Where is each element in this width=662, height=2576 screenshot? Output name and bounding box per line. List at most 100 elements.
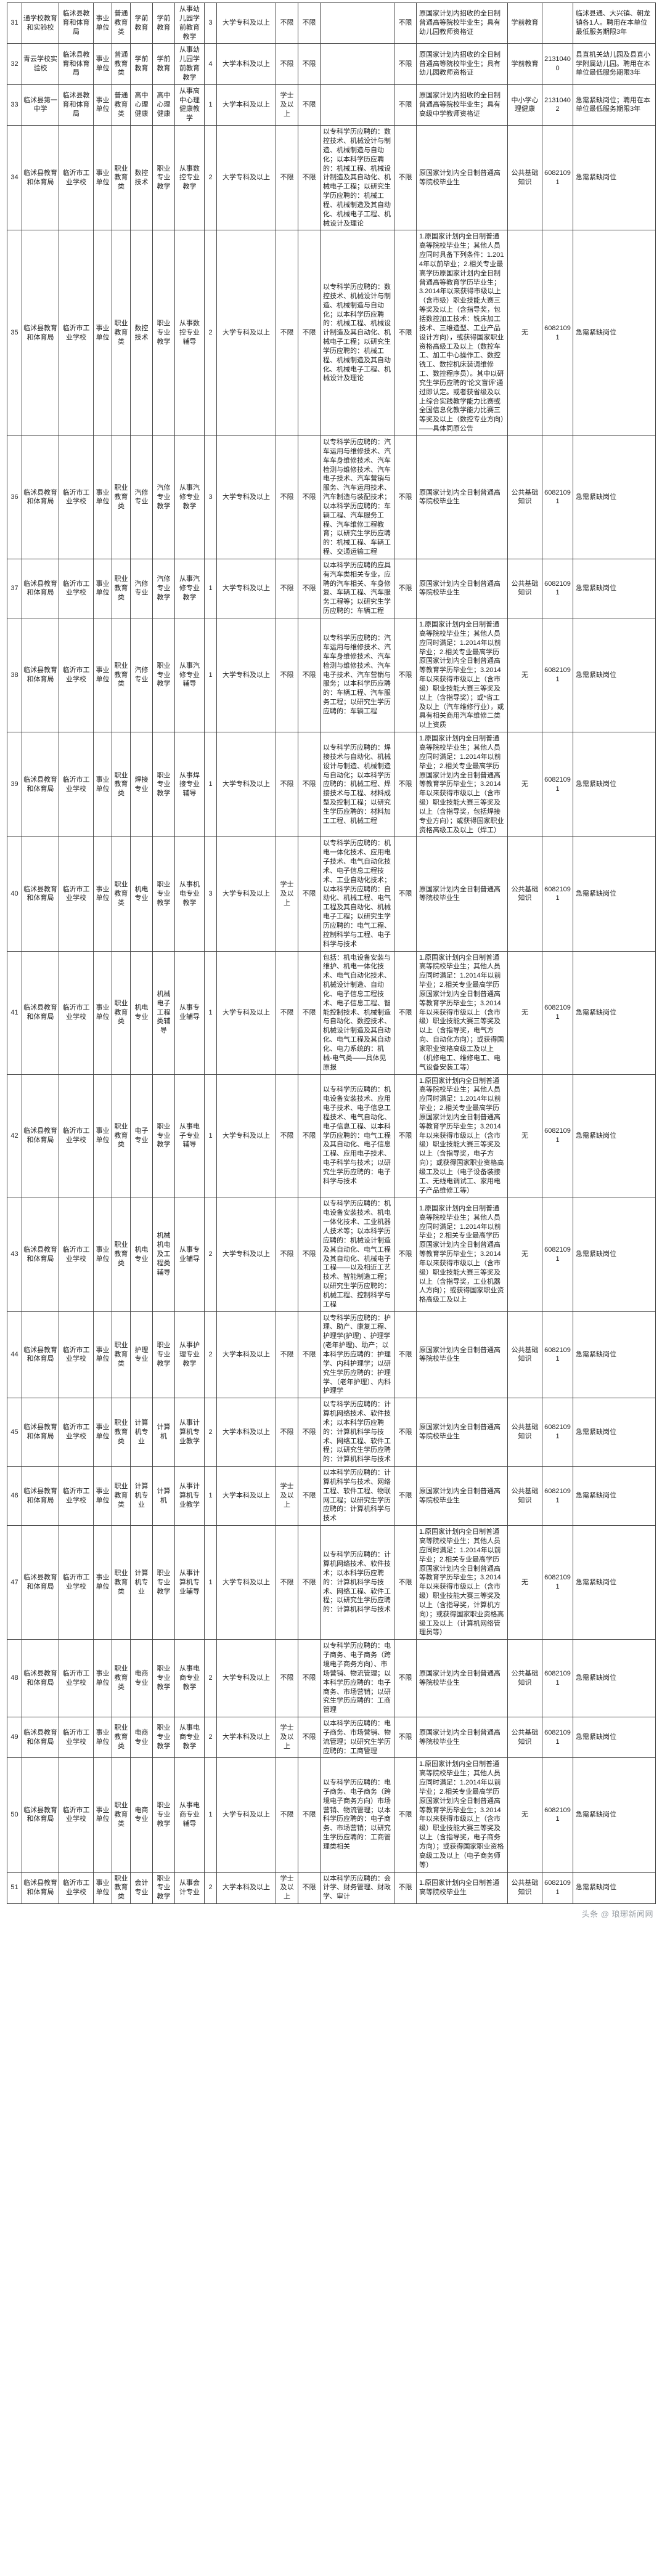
table-row: 46临沭县教育和体育局临沂市工业学校事业单位职业教育类计算机专业计算机从事计算机… (7, 1467, 656, 1526)
table-cell: 35 (7, 230, 22, 436)
table-cell: 2 (205, 126, 217, 230)
table-cell: 不限 (298, 230, 321, 436)
table-cell: 不限 (276, 1398, 298, 1467)
table-row: 40临沭县教育和体育局临沂市工业学校事业单位职业教育类机电专业职业专业教学从事机… (7, 837, 656, 951)
table-cell: 职业专业教学 (153, 1640, 175, 1717)
table-cell: 从事电商专业辅导 (175, 1758, 205, 1872)
table-cell: 21310402 (542, 84, 573, 125)
table-cell: 电子专业 (131, 1074, 153, 1197)
table-cell: 事业单位 (94, 1467, 112, 1526)
table-cell: 以本科学历应聘的：会计学、财务管理、财政学、审计 (321, 1872, 394, 1904)
table-cell: 不限 (276, 559, 298, 618)
table-cell: 不限 (298, 1872, 321, 1904)
table-cell: 电商专业 (131, 1758, 153, 1872)
table-cell: 普通教育类 (112, 3, 131, 44)
table-cell: 学士及以上 (276, 1717, 298, 1758)
table-cell: 急需紧缺岗位 (573, 837, 656, 951)
table-row: 38临沭县教育和体育局临沂市工业学校事业单位职业教育类汽修专业职业专业教学从事汽… (7, 618, 656, 732)
table-cell: 临沂市工业学校 (59, 732, 94, 837)
table-cell: 不限 (298, 1640, 321, 1717)
table-cell: 不限 (394, 559, 417, 618)
table-cell: 职业专业教学 (153, 1526, 175, 1640)
table-cell: 不限 (394, 1872, 417, 1904)
table-cell: 临沂市工业学校 (59, 1311, 94, 1398)
table-cell: 60821091 (542, 1467, 573, 1526)
table-cell: 公共基础知识 (508, 435, 542, 559)
table-cell (321, 44, 394, 84)
table-cell: 从事幼儿园学前教育教学 (175, 44, 205, 84)
table-cell: 学士及以上 (276, 84, 298, 125)
table-cell: 原国家计划内全日制普通高等院校毕业生 (417, 1640, 508, 1717)
table-cell: 不限 (298, 618, 321, 732)
table-cell: 不限 (276, 44, 298, 84)
table-cell: 2 (205, 1311, 217, 1398)
table-cell (542, 3, 573, 44)
table-cell: 大学专科及以上 (217, 1526, 276, 1640)
table-cell: 原国家计划内全日制普通高等院校毕业生 (417, 559, 508, 618)
table-cell: 41 (7, 951, 22, 1074)
table-cell: 大学专科及以上 (217, 435, 276, 559)
table-cell: 学前教育 (153, 44, 175, 84)
table-cell: 1 (205, 1758, 217, 1872)
table-cell: 从事专业辅导 (175, 951, 205, 1074)
table-cell: 急需紧缺岗位；聘用在本单位最低服务期限3年 (573, 84, 656, 125)
table-cell: 不限 (298, 1197, 321, 1311)
table-cell: 不限 (298, 126, 321, 230)
table-cell: 职业专业教学 (153, 1758, 175, 1872)
table-cell: 以本科学历应聘的：电子商务、市场营销、物流管理；以研究生学历应聘的：工商管理 (321, 1717, 394, 1758)
table-cell: 大学本科及以上 (217, 1311, 276, 1398)
table-cell: 不限 (276, 951, 298, 1074)
table-cell: 不限 (394, 732, 417, 837)
table-cell: 公共基础知识 (508, 1872, 542, 1904)
table-cell: 原国家计划内全日制普通高等院校毕业生 (417, 435, 508, 559)
table-cell: 焊接专业 (131, 732, 153, 837)
table-cell: 事业单位 (94, 1758, 112, 1872)
table-cell: 大学本科及以上 (217, 1398, 276, 1467)
table-cell: 不限 (394, 230, 417, 436)
table-cell: 从事幼儿园学前教育教学 (175, 3, 205, 44)
table-cell: 43 (7, 1197, 22, 1311)
table-cell: 不限 (298, 44, 321, 84)
table-cell: 大学专科及以上 (217, 1640, 276, 1717)
table-cell: 机械电子工程类辅导 (153, 951, 175, 1074)
table-cell: 学士及以上 (276, 1467, 298, 1526)
table-cell: 事业单位 (94, 837, 112, 951)
table-cell: 从事电子专业辅导 (175, 1074, 205, 1197)
table-cell: 3 (205, 837, 217, 951)
table-cell: 事业单位 (94, 1640, 112, 1717)
table-cell: 学前教育 (131, 3, 153, 44)
table-cell: 临沭县教育和体育局 (22, 1197, 59, 1311)
table-cell: 临沂市工业学校 (59, 435, 94, 559)
table-cell: 50 (7, 1758, 22, 1872)
table-cell: 1.原国家计划内全日制普通高等院校毕业生；其他人员应同时满足：1.2014年以前… (417, 1197, 508, 1311)
table-cell: 电商专业 (131, 1640, 153, 1717)
table-cell: 大学专科及以上 (217, 951, 276, 1074)
table-cell: 不限 (394, 1526, 417, 1640)
table-cell: 从事汽修专业教学 (175, 435, 205, 559)
table-cell: 3 (205, 3, 217, 44)
table-cell: 不限 (394, 1640, 417, 1717)
table-cell: 事业单位 (94, 1311, 112, 1398)
table-cell: 1.原国家计划内全日制普通高等院校毕业生 (417, 1872, 508, 1904)
table-cell: 不限 (394, 1311, 417, 1398)
table-cell: 4 (205, 44, 217, 84)
table-cell: 汽修专业教学 (153, 435, 175, 559)
table-cell: 急需紧缺岗位 (573, 1717, 656, 1758)
table-cell: 学士及以上 (276, 837, 298, 951)
table-cell: 临沂市工业学校 (59, 951, 94, 1074)
table-cell: 不限 (276, 1311, 298, 1398)
table-cell: 大学专科及以上 (217, 126, 276, 230)
table-cell: 职业教育类 (112, 1872, 131, 1904)
table-cell: 临沂市工业学校 (59, 1197, 94, 1311)
table-row: 31通学校教育和实验校临沭县教育和体育局事业单位普通教育类学前教育学前教育从事幼… (7, 3, 656, 44)
table-cell: 不限 (298, 3, 321, 44)
table-cell: 以专科学历应聘的：机电一体化技术、应用电子技术、电气自动化技术、电子信息工程技术… (321, 837, 394, 951)
table-row: 49临沭县教育和体育局临沂市工业学校事业单位职业教育类电商专业职业专业教学从事电… (7, 1717, 656, 1758)
table-row: 51临沭县教育和体育局临沂市工业学校事业单位职业教育类会计专业职业专业教学从事会… (7, 1872, 656, 1904)
table-cell: 临沭县教育和体育局 (22, 126, 59, 230)
table-cell: 职业教育类 (112, 559, 131, 618)
table-cell: 1.原国家计划内全日制普通高等院校毕业生；其他人员应同时满足：1.2014年以前… (417, 732, 508, 837)
table-cell: 不限 (394, 1758, 417, 1872)
table-cell: 无 (508, 1526, 542, 1640)
table-row: 48临沭县教育和体育局临沂市工业学校事业单位职业教育类电商专业职业专业教学从事电… (7, 1640, 656, 1717)
